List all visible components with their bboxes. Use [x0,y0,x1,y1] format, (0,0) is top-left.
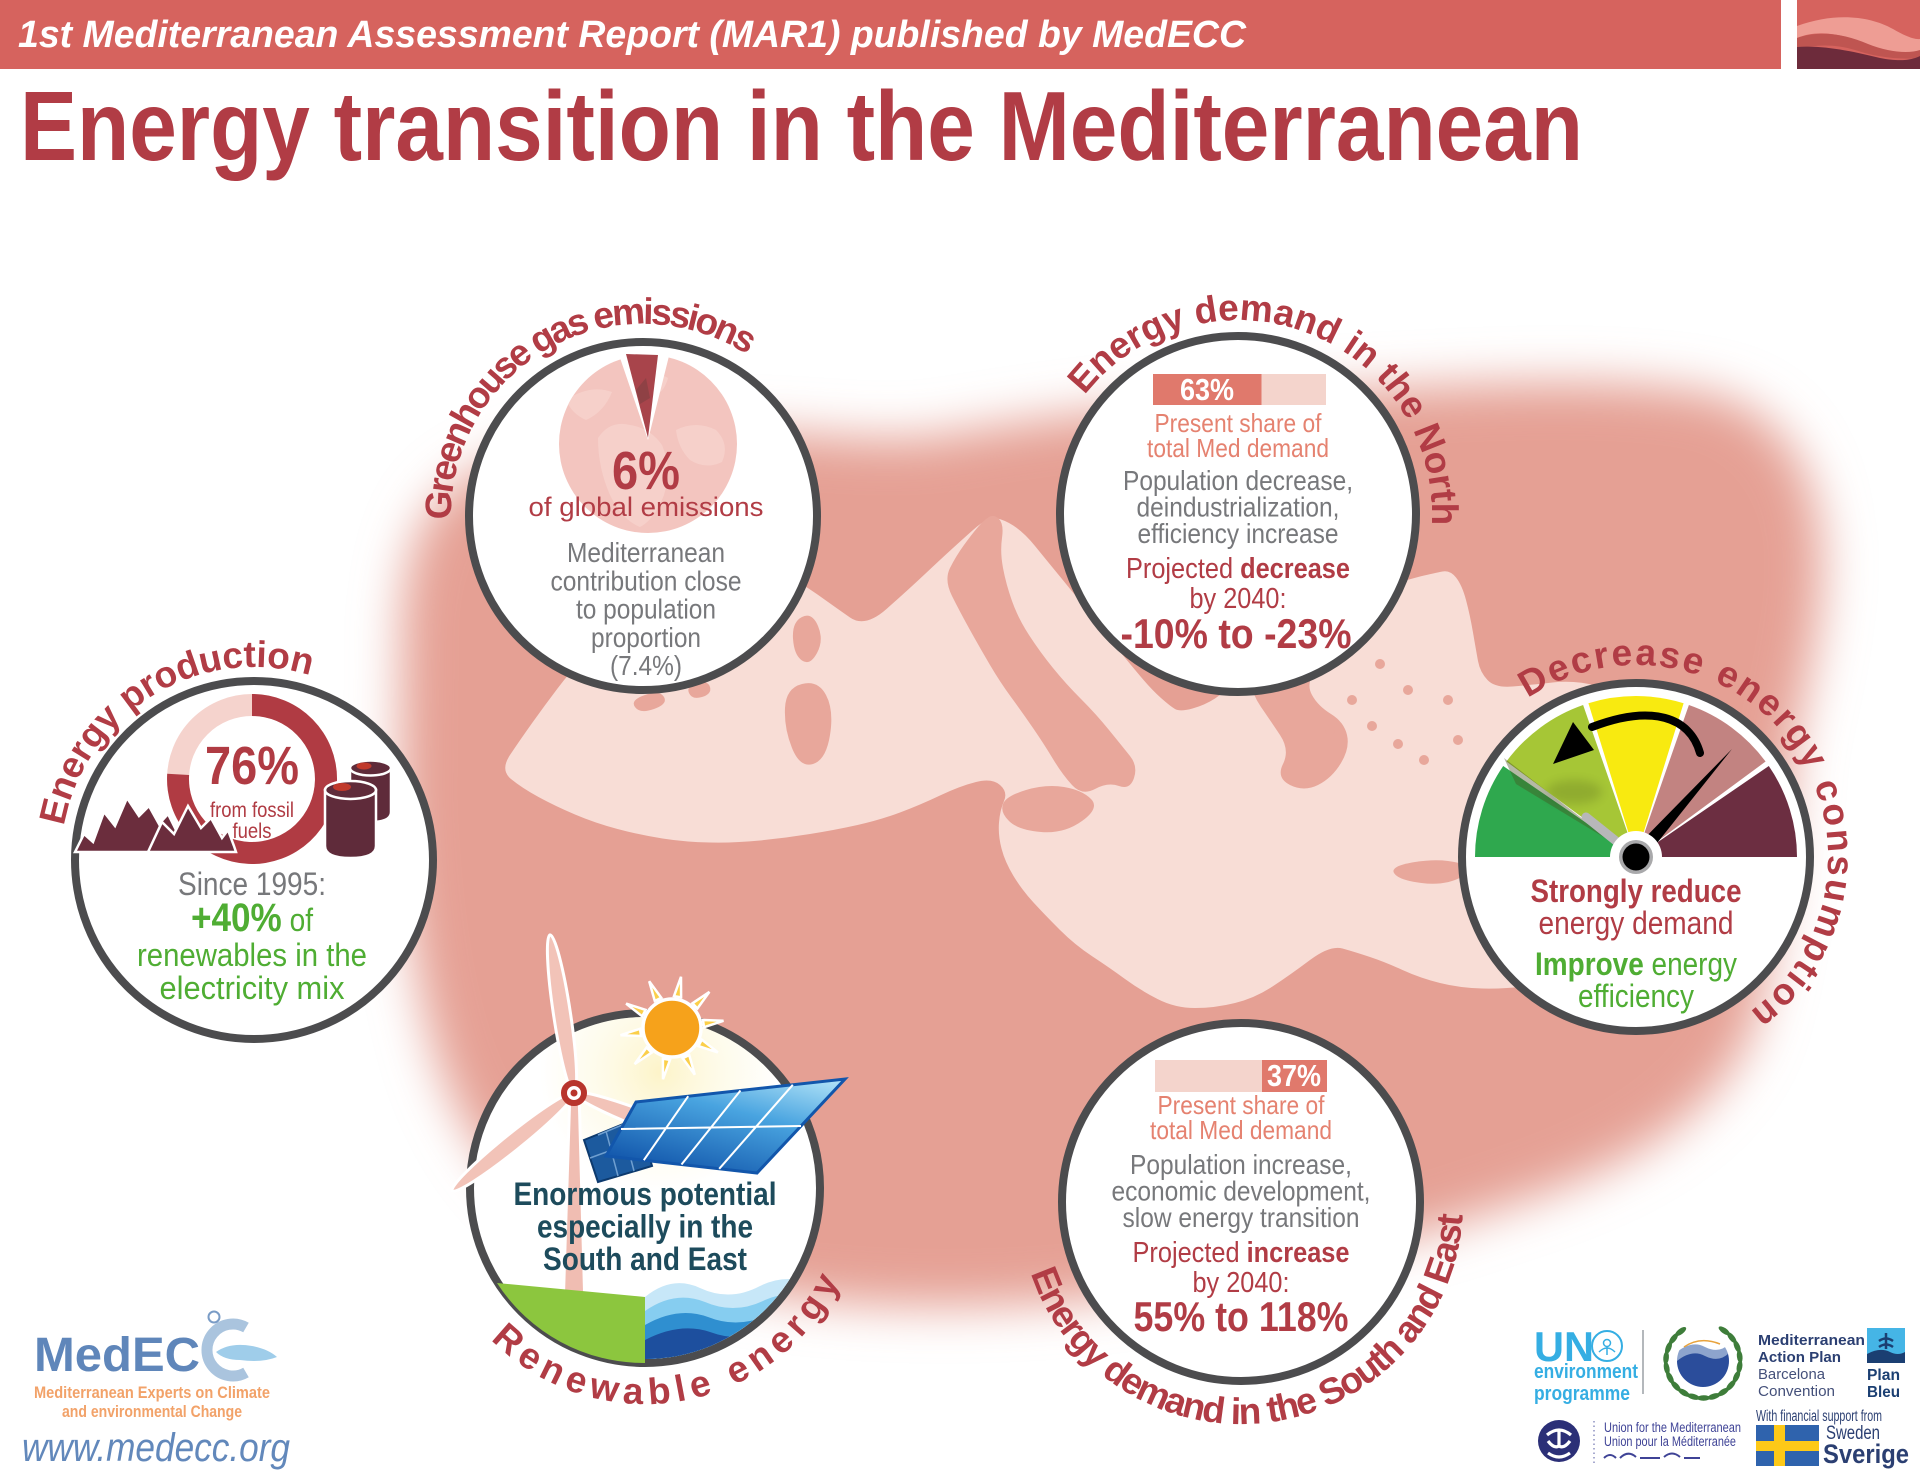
svg-text:Plan: Plan [1867,1367,1900,1384]
svg-text:Projected increase: Projected increase [1133,1237,1350,1269]
svg-text:especially in the: especially in the [537,1209,753,1245]
svg-text:efficiency: efficiency [1578,978,1694,1014]
svg-text:from fossil: from fossil [210,799,294,822]
svg-text:1st Mediterranean Assessment R: 1st Mediterranean Assessment Report (MAR… [18,14,1247,56]
svg-text:37%: 37% [1267,1058,1321,1093]
svg-text:and environmental Change: and environmental Change [62,1403,242,1421]
svg-text:Barcelona: Barcelona [1758,1366,1826,1383]
svg-text:economic development,: economic development, [1112,1176,1371,1207]
svg-text:Sverige: Sverige [1823,1439,1909,1469]
svg-text:fuels: fuels [233,820,272,843]
svg-text:of global emissions: of global emissions [529,492,764,522]
svg-text:(7.4%): (7.4%) [610,650,682,681]
svg-text:Since 1995:: Since 1995: [178,866,326,902]
svg-text:63%: 63% [1180,372,1234,407]
svg-text:deindustrialization,: deindustrialization, [1137,492,1340,523]
svg-text:Strongly reduce: Strongly reduce [1531,873,1742,909]
svg-text:renewables in the: renewables in the [137,937,367,973]
svg-text:total Med demand: total Med demand [1147,433,1329,463]
svg-text:South and East: South and East [543,1241,747,1277]
svg-text:slow energy transition: slow energy transition [1123,1202,1360,1233]
svg-text:Population increase,: Population increase, [1130,1149,1352,1180]
svg-text:-10% to -23%: -10% to -23% [1121,610,1352,657]
svg-text:www.medecc.org: www.medecc.org [22,1426,290,1470]
svg-text:Projected decrease: Projected decrease [1126,553,1350,585]
svg-text:Mediterranean: Mediterranean [567,537,725,568]
svg-text:total Med demand: total Med demand [1150,1115,1332,1145]
svg-text:Bleu: Bleu [1867,1384,1900,1401]
svg-text:to population: to population [576,594,716,625]
svg-text:+40% of: +40% of [191,896,313,940]
svg-text:efficiency increase: efficiency increase [1138,518,1339,549]
svg-text:Union for the Mediterranean: Union for the Mediterranean [1604,1420,1741,1435]
svg-text:by 2040:: by 2040: [1193,1267,1290,1299]
svg-text:Energy transition in the Medit: Energy transition in the Mediterranean [20,71,1583,181]
svg-text:55% to 118%: 55% to 118% [1134,1293,1349,1340]
svg-text:UN: UN [1534,1323,1594,1370]
svg-text:With financial support from: With financial support from [1756,1408,1882,1425]
svg-text:Union pour la Méditerranée: Union pour la Méditerranée [1604,1434,1736,1449]
svg-text:Sweden: Sweden [1826,1423,1880,1444]
svg-text:by 2040:: by 2040: [1190,583,1287,615]
svg-text:Present share of: Present share of [1158,1090,1326,1120]
svg-text:contribution close: contribution close [551,565,742,596]
svg-text:MedEC: MedEC [34,1329,200,1382]
svg-text:Convention: Convention [1758,1383,1835,1400]
svg-text:6%: 6% [612,441,680,501]
svg-text:Action Plan: Action Plan [1758,1349,1841,1366]
svg-text:electricity mix: electricity mix [160,970,345,1006]
svg-text:Present share of: Present share of [1155,408,1323,438]
svg-text:Enormous potential: Enormous potential [514,1176,777,1212]
svg-text:environment: environment [1534,1361,1638,1383]
svg-text:energy demand: energy demand [1539,905,1734,941]
svg-text:proportion: proportion [591,622,701,653]
svg-text:Improve energy: Improve energy [1535,946,1737,982]
svg-text:Mediterranean Experts on Clima: Mediterranean Experts on Climate [34,1384,270,1402]
svg-text:Population decrease,: Population decrease, [1123,465,1353,496]
svg-text:programme: programme [1534,1383,1630,1405]
svg-text:Mediterranean: Mediterranean [1758,1332,1865,1349]
svg-text:76%: 76% [205,736,299,796]
